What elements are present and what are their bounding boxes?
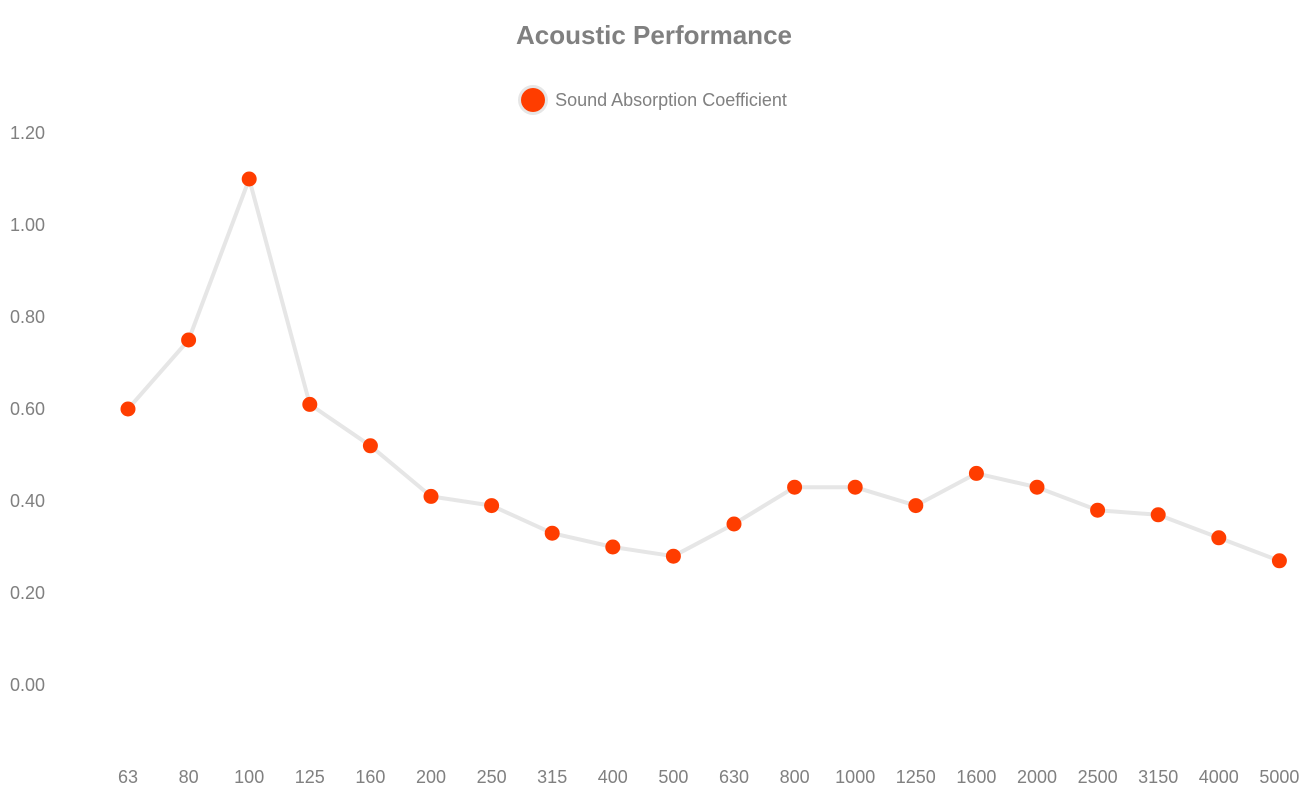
y-tick-label: 0.00 (10, 675, 45, 695)
x-tick-label: 80 (179, 767, 199, 787)
x-tick-label: 4000 (1199, 767, 1239, 787)
data-point[interactable] (362, 438, 378, 454)
x-tick-label: 160 (355, 767, 385, 787)
legend-label: Sound Absorption Coefficient (555, 89, 787, 110)
data-point[interactable] (544, 525, 560, 541)
data-point[interactable] (665, 548, 681, 564)
y-tick-label: 0.60 (10, 399, 45, 419)
series-points (120, 171, 1287, 569)
legend-marker (521, 88, 546, 112)
x-tick-label: 400 (598, 767, 628, 787)
x-tick-label: 2000 (1017, 767, 1057, 787)
data-point[interactable] (1029, 479, 1045, 495)
data-point[interactable] (908, 498, 924, 514)
x-tick-label: 1250 (896, 767, 936, 787)
data-point[interactable] (241, 171, 257, 187)
series-line (126, 177, 1281, 563)
data-point[interactable] (726, 516, 742, 532)
x-tick-label: 800 (780, 767, 810, 787)
x-tick-label: 1000 (835, 767, 875, 787)
x-tick-label: 200 (416, 767, 446, 787)
x-tick-label: 5000 (1259, 767, 1299, 787)
x-tick-label: 2500 (1078, 767, 1118, 787)
x-tick-label: 3150 (1138, 767, 1178, 787)
y-tick-label: 0.40 (10, 491, 45, 511)
y-tick-label: 0.20 (10, 583, 45, 603)
x-tick-label: 100 (234, 767, 264, 787)
x-tick-label: 63 (118, 767, 138, 787)
y-tick-label: 0.80 (10, 307, 45, 327)
x-tick-label: 250 (477, 767, 507, 787)
data-point[interactable] (605, 539, 621, 555)
data-point[interactable] (787, 479, 803, 495)
data-point[interactable] (1150, 507, 1166, 523)
x-axis-ticks: 63 80 100 125 160 200 250 315 400 500 630 800 1000 12… (118, 767, 1299, 787)
x-tick-label: 500 (658, 767, 688, 787)
data-point[interactable] (181, 332, 197, 348)
legend[interactable]: Sound Absorption Coefficient (0, 88, 1308, 112)
x-tick-label: 315 (537, 767, 567, 787)
y-axis-ticks: 0.00 0.20 0.40 0.60 0.80 1.00 1.20 (10, 123, 45, 695)
x-tick-label: 1600 (956, 767, 996, 787)
chart-title: Acoustic Performance (516, 20, 792, 50)
x-tick-label: 630 (719, 767, 749, 787)
data-point[interactable] (1271, 553, 1287, 569)
y-tick-label: 1.20 (10, 123, 45, 143)
x-tick-label: 125 (295, 767, 325, 787)
y-tick-label: 1.00 (10, 215, 45, 235)
data-point[interactable] (423, 488, 439, 504)
data-point[interactable] (1211, 530, 1227, 546)
data-point[interactable] (968, 465, 984, 481)
data-point[interactable] (1090, 502, 1106, 518)
data-point[interactable] (847, 479, 863, 495)
data-point[interactable] (484, 498, 500, 514)
data-point[interactable] (120, 401, 136, 417)
data-point[interactable] (302, 396, 318, 412)
